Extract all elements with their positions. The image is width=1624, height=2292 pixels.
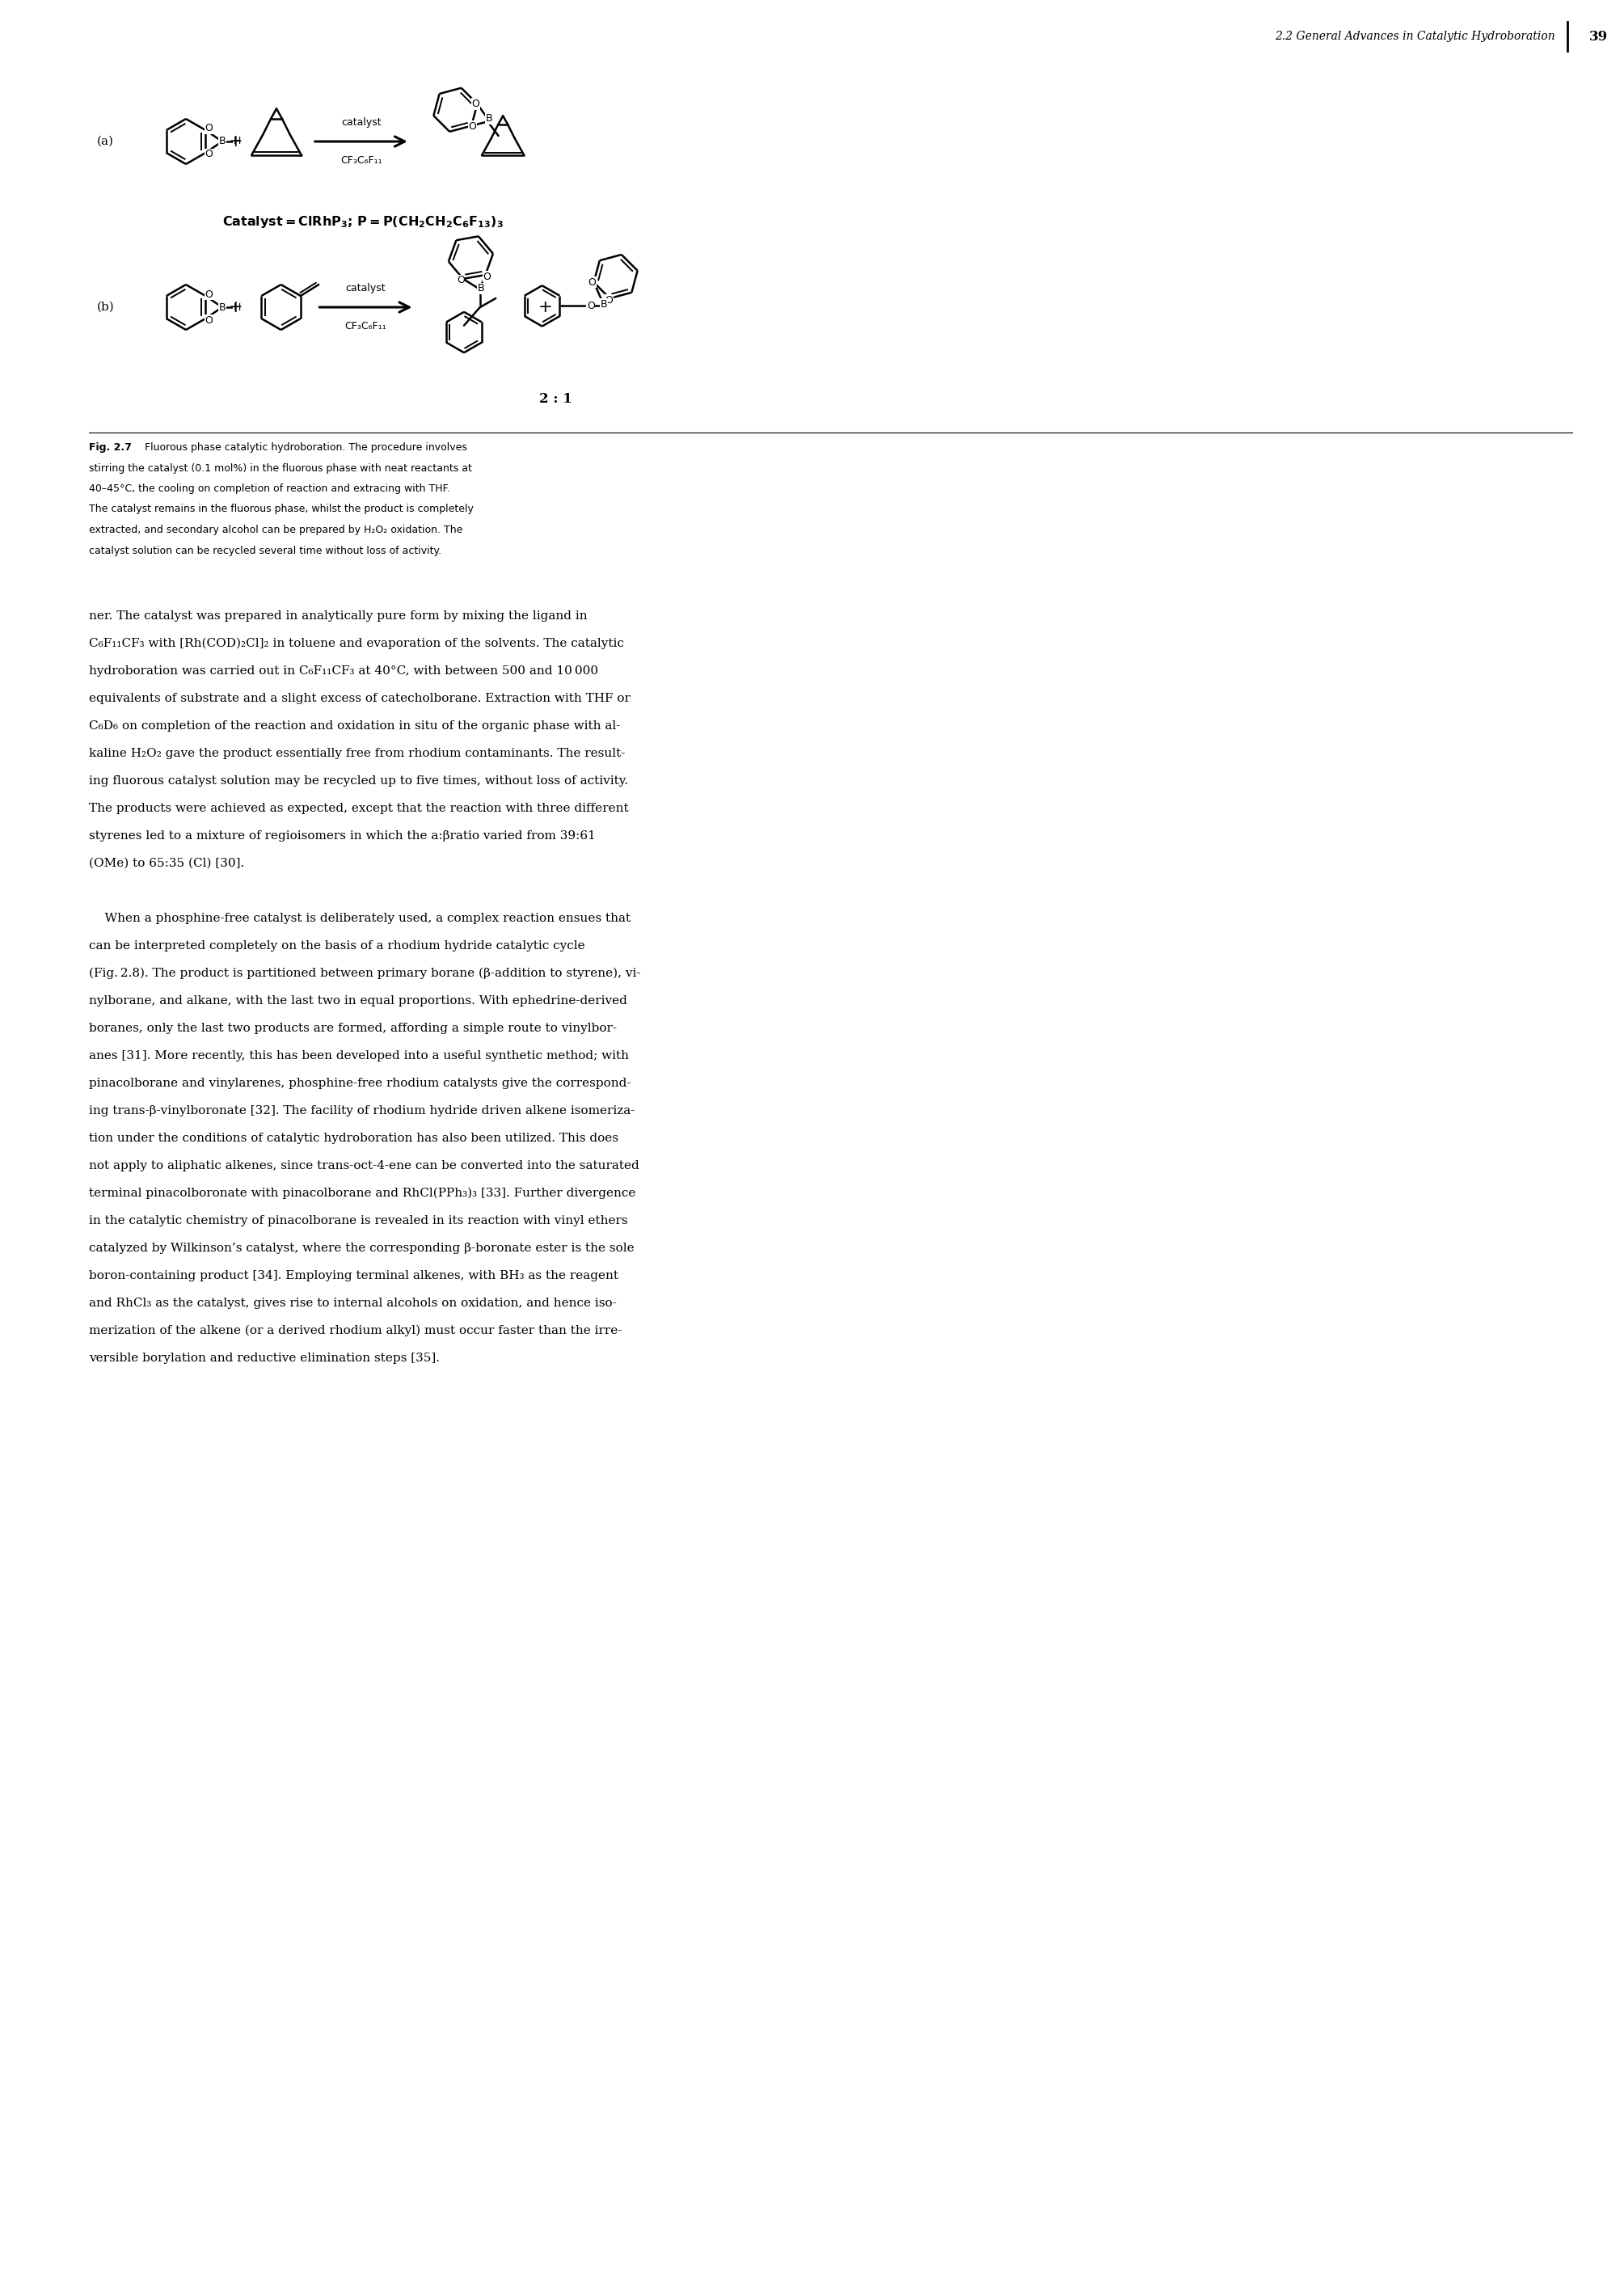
Text: CF₃C₆F₁₁: CF₃C₆F₁₁ <box>341 156 382 165</box>
Text: equivalents of substrate and a slight excess of catecholborane. Extraction with : equivalents of substrate and a slight ex… <box>89 692 630 704</box>
Text: tion under the conditions of catalytic hydroboration has also been utilized. Thi: tion under the conditions of catalytic h… <box>89 1132 619 1144</box>
Text: 39: 39 <box>1588 30 1608 44</box>
Text: styrenes led to a mixture of regioisomers in which the a:βratio varied from 39:6: styrenes led to a mixture of regioisomer… <box>89 830 596 841</box>
Text: O: O <box>456 275 464 286</box>
Text: can be interpreted completely on the basis of a rhodium hydride catalytic cycle: can be interpreted completely on the bas… <box>89 940 585 951</box>
Text: O: O <box>468 121 476 133</box>
Text: The products were achieved as expected, except that the reaction with three diff: The products were achieved as expected, … <box>89 802 628 814</box>
Text: extracted, and secondary alcohol can be prepared by H₂O₂ oxidation. The: extracted, and secondary alcohol can be … <box>89 525 463 536</box>
Text: CF₃C₆F₁₁: CF₃C₆F₁₁ <box>344 321 387 332</box>
Text: terminal pinacolboronate with pinacolborane and RhCl(PPh₃)₃ [33]. Further diverg: terminal pinacolboronate with pinacolbor… <box>89 1187 635 1199</box>
Text: O: O <box>606 296 612 305</box>
Text: catalyst solution can be recycled several time without loss of activity.: catalyst solution can be recycled severa… <box>89 545 442 557</box>
Text: stirring the catalyst (0.1 mol%) in the fluorous phase with neat reactants at: stirring the catalyst (0.1 mol%) in the … <box>89 463 473 474</box>
Text: (OMe) to 65:35 (Cl) [30].: (OMe) to 65:35 (Cl) [30]. <box>89 857 244 869</box>
Text: (b): (b) <box>97 303 115 314</box>
Text: The catalyst remains in the fluorous phase, whilst the product is completely: The catalyst remains in the fluorous pha… <box>89 504 474 516</box>
Text: O: O <box>482 270 490 282</box>
Text: boranes, only the last two products are formed, affording a simple route to viny: boranes, only the last two products are … <box>89 1022 617 1034</box>
Text: O: O <box>586 300 594 312</box>
Text: B: B <box>219 303 226 312</box>
Text: boron-containing product [34]. Employing terminal alkenes, with BH₃ as the reage: boron-containing product [34]. Employing… <box>89 1270 619 1281</box>
Text: B: B <box>486 112 492 124</box>
Text: When a phosphine-free catalyst is deliberately used, a complex reaction ensues t: When a phosphine-free catalyst is delibe… <box>89 912 630 924</box>
Text: H: H <box>234 135 240 147</box>
Text: not apply to aliphatic alkenes, since trans-oct-4-ene can be converted into the : not apply to aliphatic alkenes, since tr… <box>89 1160 640 1171</box>
Text: kaline H₂O₂ gave the product essentially free from rhodium contaminants. The res: kaline H₂O₂ gave the product essentially… <box>89 747 625 759</box>
Text: ner. The catalyst was prepared in analytically pure form by mixing the ligand in: ner. The catalyst was prepared in analyt… <box>89 610 588 621</box>
Text: B: B <box>477 284 484 293</box>
Text: O: O <box>205 124 213 133</box>
Text: catalyst: catalyst <box>341 117 382 128</box>
Text: H: H <box>234 303 240 312</box>
Text: (a): (a) <box>97 135 114 147</box>
Text: and RhCl₃ as the catalyst, gives rise to internal alcohols on oxidation, and hen: and RhCl₃ as the catalyst, gives rise to… <box>89 1297 617 1309</box>
Text: 2.2 General Advances in Catalytic Hydroboration: 2.2 General Advances in Catalytic Hydrob… <box>1275 30 1556 41</box>
Text: +: + <box>539 300 552 316</box>
Text: B: B <box>599 298 607 309</box>
Text: catalyst: catalyst <box>346 282 387 293</box>
Text: in the catalytic chemistry of pinacolborane is revealed in its reaction with vin: in the catalytic chemistry of pinacolbor… <box>89 1215 628 1226</box>
Text: +: + <box>229 300 244 316</box>
Text: ing fluorous catalyst solution may be recycled up to five times, without loss of: ing fluorous catalyst solution may be re… <box>89 775 628 786</box>
Text: 2 : 1: 2 : 1 <box>539 392 572 406</box>
Text: ing trans-β-vinylboronate [32]. The facility of rhodium hydride driven alkene is: ing trans-β-vinylboronate [32]. The faci… <box>89 1105 635 1116</box>
Text: Fig. 2.7: Fig. 2.7 <box>89 442 132 454</box>
Text: anes [31]. More recently, this has been developed into a useful synthetic method: anes [31]. More recently, this has been … <box>89 1050 628 1061</box>
Text: O: O <box>471 99 479 110</box>
Text: catalyzed by Wilkinson’s catalyst, where the corresponding β-boronate ester is t: catalyzed by Wilkinson’s catalyst, where… <box>89 1242 635 1254</box>
Text: +: + <box>229 133 244 149</box>
Text: O: O <box>205 289 213 300</box>
Text: 40–45°C, the cooling on completion of reaction and extracing with THF.: 40–45°C, the cooling on completion of re… <box>89 484 450 495</box>
Text: O: O <box>588 277 596 286</box>
Text: (Fig. 2.8). The product is partitioned between primary borane (β-addition to sty: (Fig. 2.8). The product is partitioned b… <box>89 967 640 979</box>
Text: nylborane, and alkane, with the last two in equal proportions. With ephedrine-de: nylborane, and alkane, with the last two… <box>89 995 627 1006</box>
Text: C₆F₁₁CF₃ with [Rh(COD)₂Cl]₂ in toluene and evaporation of the solvents. The cata: C₆F₁₁CF₃ with [Rh(COD)₂Cl]₂ in toluene a… <box>89 637 624 649</box>
Text: pinacolborane and vinylarenes, phosphine-free rhodium catalysts give the corresp: pinacolborane and vinylarenes, phosphine… <box>89 1077 632 1089</box>
Text: O: O <box>205 149 213 160</box>
Text: merization of the alkene (or a derived rhodium alkyl) must occur faster than the: merization of the alkene (or a derived r… <box>89 1325 622 1336</box>
Text: hydroboration was carried out in C₆F₁₁CF₃ at 40°C, with between 500 and 10 000: hydroboration was carried out in C₆F₁₁CF… <box>89 665 598 676</box>
Text: $\mathbf{Catalyst = ClRhP_3;\/ P = P(CH_2CH_2C_6F_{13})_3}$: $\mathbf{Catalyst = ClRhP_3;\/ P = P(CH_… <box>222 215 503 229</box>
Text: Fluorous phase catalytic hydroboration. The procedure involves: Fluorous phase catalytic hydroboration. … <box>138 442 468 454</box>
Text: O: O <box>205 314 213 325</box>
Text: B: B <box>219 135 226 147</box>
Text: C₆D₆ on completion of the reaction and oxidation in situ of the organic phase wi: C₆D₆ on completion of the reaction and o… <box>89 720 620 731</box>
Text: versible borylation and reductive elimination steps [35].: versible borylation and reductive elimin… <box>89 1352 440 1364</box>
